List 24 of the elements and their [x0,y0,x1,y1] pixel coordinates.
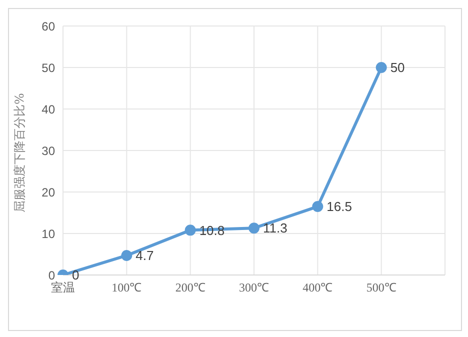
y-tick-label: 30 [42,144,56,158]
y-tick-label: 10 [42,226,56,241]
y-axis-title: 屈服强度下降百分比% [12,93,26,212]
x-tick-label: 200℃ [175,280,206,295]
x-tick-label: 500℃ [366,280,396,295]
data-label: 16.5 [326,199,352,214]
data-label: 11.3 [263,220,288,236]
point [121,250,132,261]
x-tick-label: 300℃ [239,280,269,295]
point [312,201,324,212]
x-tick-label: 400℃ [302,280,333,295]
y-tick-label: 50 [42,60,56,75]
data-label: 50 [390,60,405,76]
y-tick-label: 40 [42,102,56,116]
point [248,222,260,234]
y-tick-label: 60 [42,19,56,34]
x-tick-label: 室温 [51,280,75,295]
point [376,62,387,73]
y-tick-label: 20 [42,185,56,200]
data-label: 0 [72,268,80,283]
point [184,224,196,236]
x-tick-label: 100℃ [112,280,142,295]
y-tick-label: 0 [48,268,56,282]
data-label: 4.7 [136,248,154,264]
